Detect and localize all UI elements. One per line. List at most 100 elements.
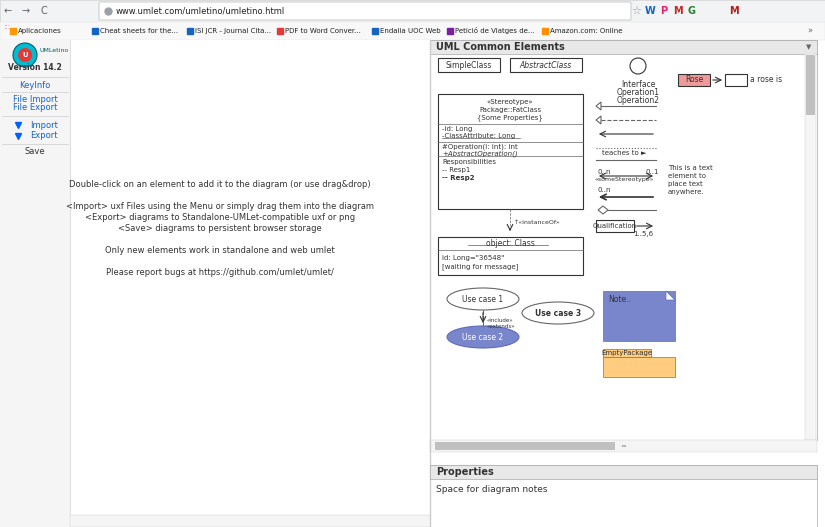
Text: »: » <box>808 26 813 35</box>
Text: Please report bugs at https://github.com/umlet/umlet/: Please report bugs at https://github.com… <box>106 268 334 277</box>
Text: M: M <box>729 6 739 16</box>
Text: -ClassAttribute: Long: -ClassAttribute: Long <box>442 133 515 139</box>
Bar <box>0 0 825 22</box>
Bar <box>510 58 582 72</box>
Text: Operation2: Operation2 <box>616 96 659 105</box>
Text: Version 14.2: Version 14.2 <box>8 63 62 73</box>
Ellipse shape <box>522 302 594 324</box>
Polygon shape <box>596 116 601 124</box>
Text: G: G <box>688 6 696 16</box>
Polygon shape <box>598 206 608 214</box>
Bar <box>725 74 747 86</box>
Text: PDF to Word Conver...: PDF to Word Conver... <box>285 28 361 34</box>
Circle shape <box>630 58 646 74</box>
Bar <box>438 58 500 72</box>
Text: Export: Export <box>30 132 58 141</box>
Text: Petició de Viatges de...: Petició de Viatges de... <box>455 27 535 34</box>
Text: ISI JCR - Journal Cita...: ISI JCR - Journal Cita... <box>195 28 271 34</box>
Text: object: Class: object: Class <box>486 239 535 248</box>
Text: →: → <box>22 6 30 16</box>
Text: Endalia UOC Web: Endalia UOC Web <box>380 28 441 34</box>
Text: KeyInfo: KeyInfo <box>19 81 50 90</box>
Text: W: W <box>644 6 655 16</box>
Text: C: C <box>40 6 47 16</box>
Bar <box>603 349 651 357</box>
Bar <box>678 74 710 86</box>
Text: 1..5,6: 1..5,6 <box>633 231 653 237</box>
Text: 0..n: 0..n <box>598 169 611 175</box>
Text: :::: ::: <box>3 24 10 30</box>
Text: Responsibilities: Responsibilities <box>442 159 496 165</box>
Text: place text: place text <box>668 181 703 187</box>
Text: <Import> uxf Files using the Menu or simply drag them into the diagram: <Import> uxf Files using the Menu or sim… <box>66 202 374 211</box>
Circle shape <box>13 43 37 67</box>
Text: Save: Save <box>25 148 45 157</box>
Text: ☆: ☆ <box>631 6 641 16</box>
Bar <box>430 465 817 479</box>
Text: ↑«instanceOf»: ↑«instanceOf» <box>514 220 561 225</box>
Text: Aplicaciones: Aplicaciones <box>18 28 62 34</box>
Text: Amazon.com: Online: Amazon.com: Online <box>550 28 623 34</box>
Text: Use case 3: Use case 3 <box>535 308 581 317</box>
Text: ←: ← <box>4 6 12 16</box>
Text: M: M <box>673 6 683 16</box>
Bar <box>430 440 817 452</box>
Bar <box>596 220 634 232</box>
Bar <box>603 357 675 377</box>
Text: SimpleClass: SimpleClass <box>446 61 493 70</box>
Text: File Import: File Import <box>12 95 58 104</box>
Text: Interface: Interface <box>620 80 655 89</box>
Bar <box>0 40 70 527</box>
Text: element to: element to <box>668 173 706 179</box>
Bar <box>805 54 816 440</box>
Text: Properties: Properties <box>436 467 493 477</box>
Text: Rose: Rose <box>685 75 703 84</box>
Bar <box>70 40 430 470</box>
Ellipse shape <box>447 288 519 310</box>
Text: «include»: «include» <box>487 317 514 323</box>
Bar <box>438 94 583 209</box>
Text: UMLetino: UMLetino <box>39 47 68 53</box>
Text: {Some Properties}: {Some Properties} <box>477 115 543 121</box>
Bar <box>806 55 815 115</box>
Polygon shape <box>596 102 601 110</box>
Text: EmptyPackage: EmptyPackage <box>601 350 653 356</box>
Text: «extends»: «extends» <box>487 324 516 328</box>
Bar <box>0 22 825 40</box>
Text: #Operation(i: int): int: #Operation(i: int): int <box>442 144 518 150</box>
Text: teaches to ►: teaches to ► <box>601 150 646 156</box>
Text: U: U <box>22 52 28 58</box>
Bar <box>430 40 817 440</box>
Text: File Export: File Export <box>13 103 57 112</box>
Text: Cheat sheets for the...: Cheat sheets for the... <box>100 28 178 34</box>
Bar <box>70 515 430 527</box>
Circle shape <box>18 48 32 62</box>
Text: This is a text: This is a text <box>668 165 713 171</box>
Text: P: P <box>661 6 667 16</box>
Text: Note..: Note.. <box>608 296 631 305</box>
Text: a rose is: a rose is <box>750 75 782 84</box>
Text: -- Resp1: -- Resp1 <box>442 167 470 173</box>
Bar <box>430 40 817 54</box>
FancyBboxPatch shape <box>99 2 631 20</box>
Text: «someStereotype»: «someStereotype» <box>594 178 653 182</box>
Text: -- Resp2: -- Resp2 <box>442 175 474 181</box>
Text: AbstractClass: AbstractClass <box>520 61 572 70</box>
Text: www.umlet.com/umletino/umletino.html: www.umlet.com/umletino/umletino.html <box>116 6 285 15</box>
Text: Operation1: Operation1 <box>616 88 659 97</box>
Polygon shape <box>666 291 675 300</box>
Text: <Save> diagrams to persistent browser storage: <Save> diagrams to persistent browser st… <box>118 224 322 233</box>
Text: 0..n: 0..n <box>598 187 611 193</box>
Ellipse shape <box>447 326 519 348</box>
Text: Use case 1: Use case 1 <box>463 295 503 304</box>
Text: Import: Import <box>30 121 58 130</box>
Bar <box>435 442 615 450</box>
Text: Use case 2: Use case 2 <box>463 333 503 341</box>
Text: -id: Long: -id: Long <box>442 126 473 132</box>
Text: «Stereotype»: «Stereotype» <box>487 99 533 105</box>
Text: +AbstractOperation(): +AbstractOperation() <box>442 151 517 157</box>
Text: =: = <box>620 443 626 449</box>
Text: Space for diagram notes: Space for diagram notes <box>436 484 548 493</box>
Text: Double-click on an element to add it to the diagram (or use drag&drop): Double-click on an element to add it to … <box>69 180 370 189</box>
Bar <box>430 465 817 527</box>
